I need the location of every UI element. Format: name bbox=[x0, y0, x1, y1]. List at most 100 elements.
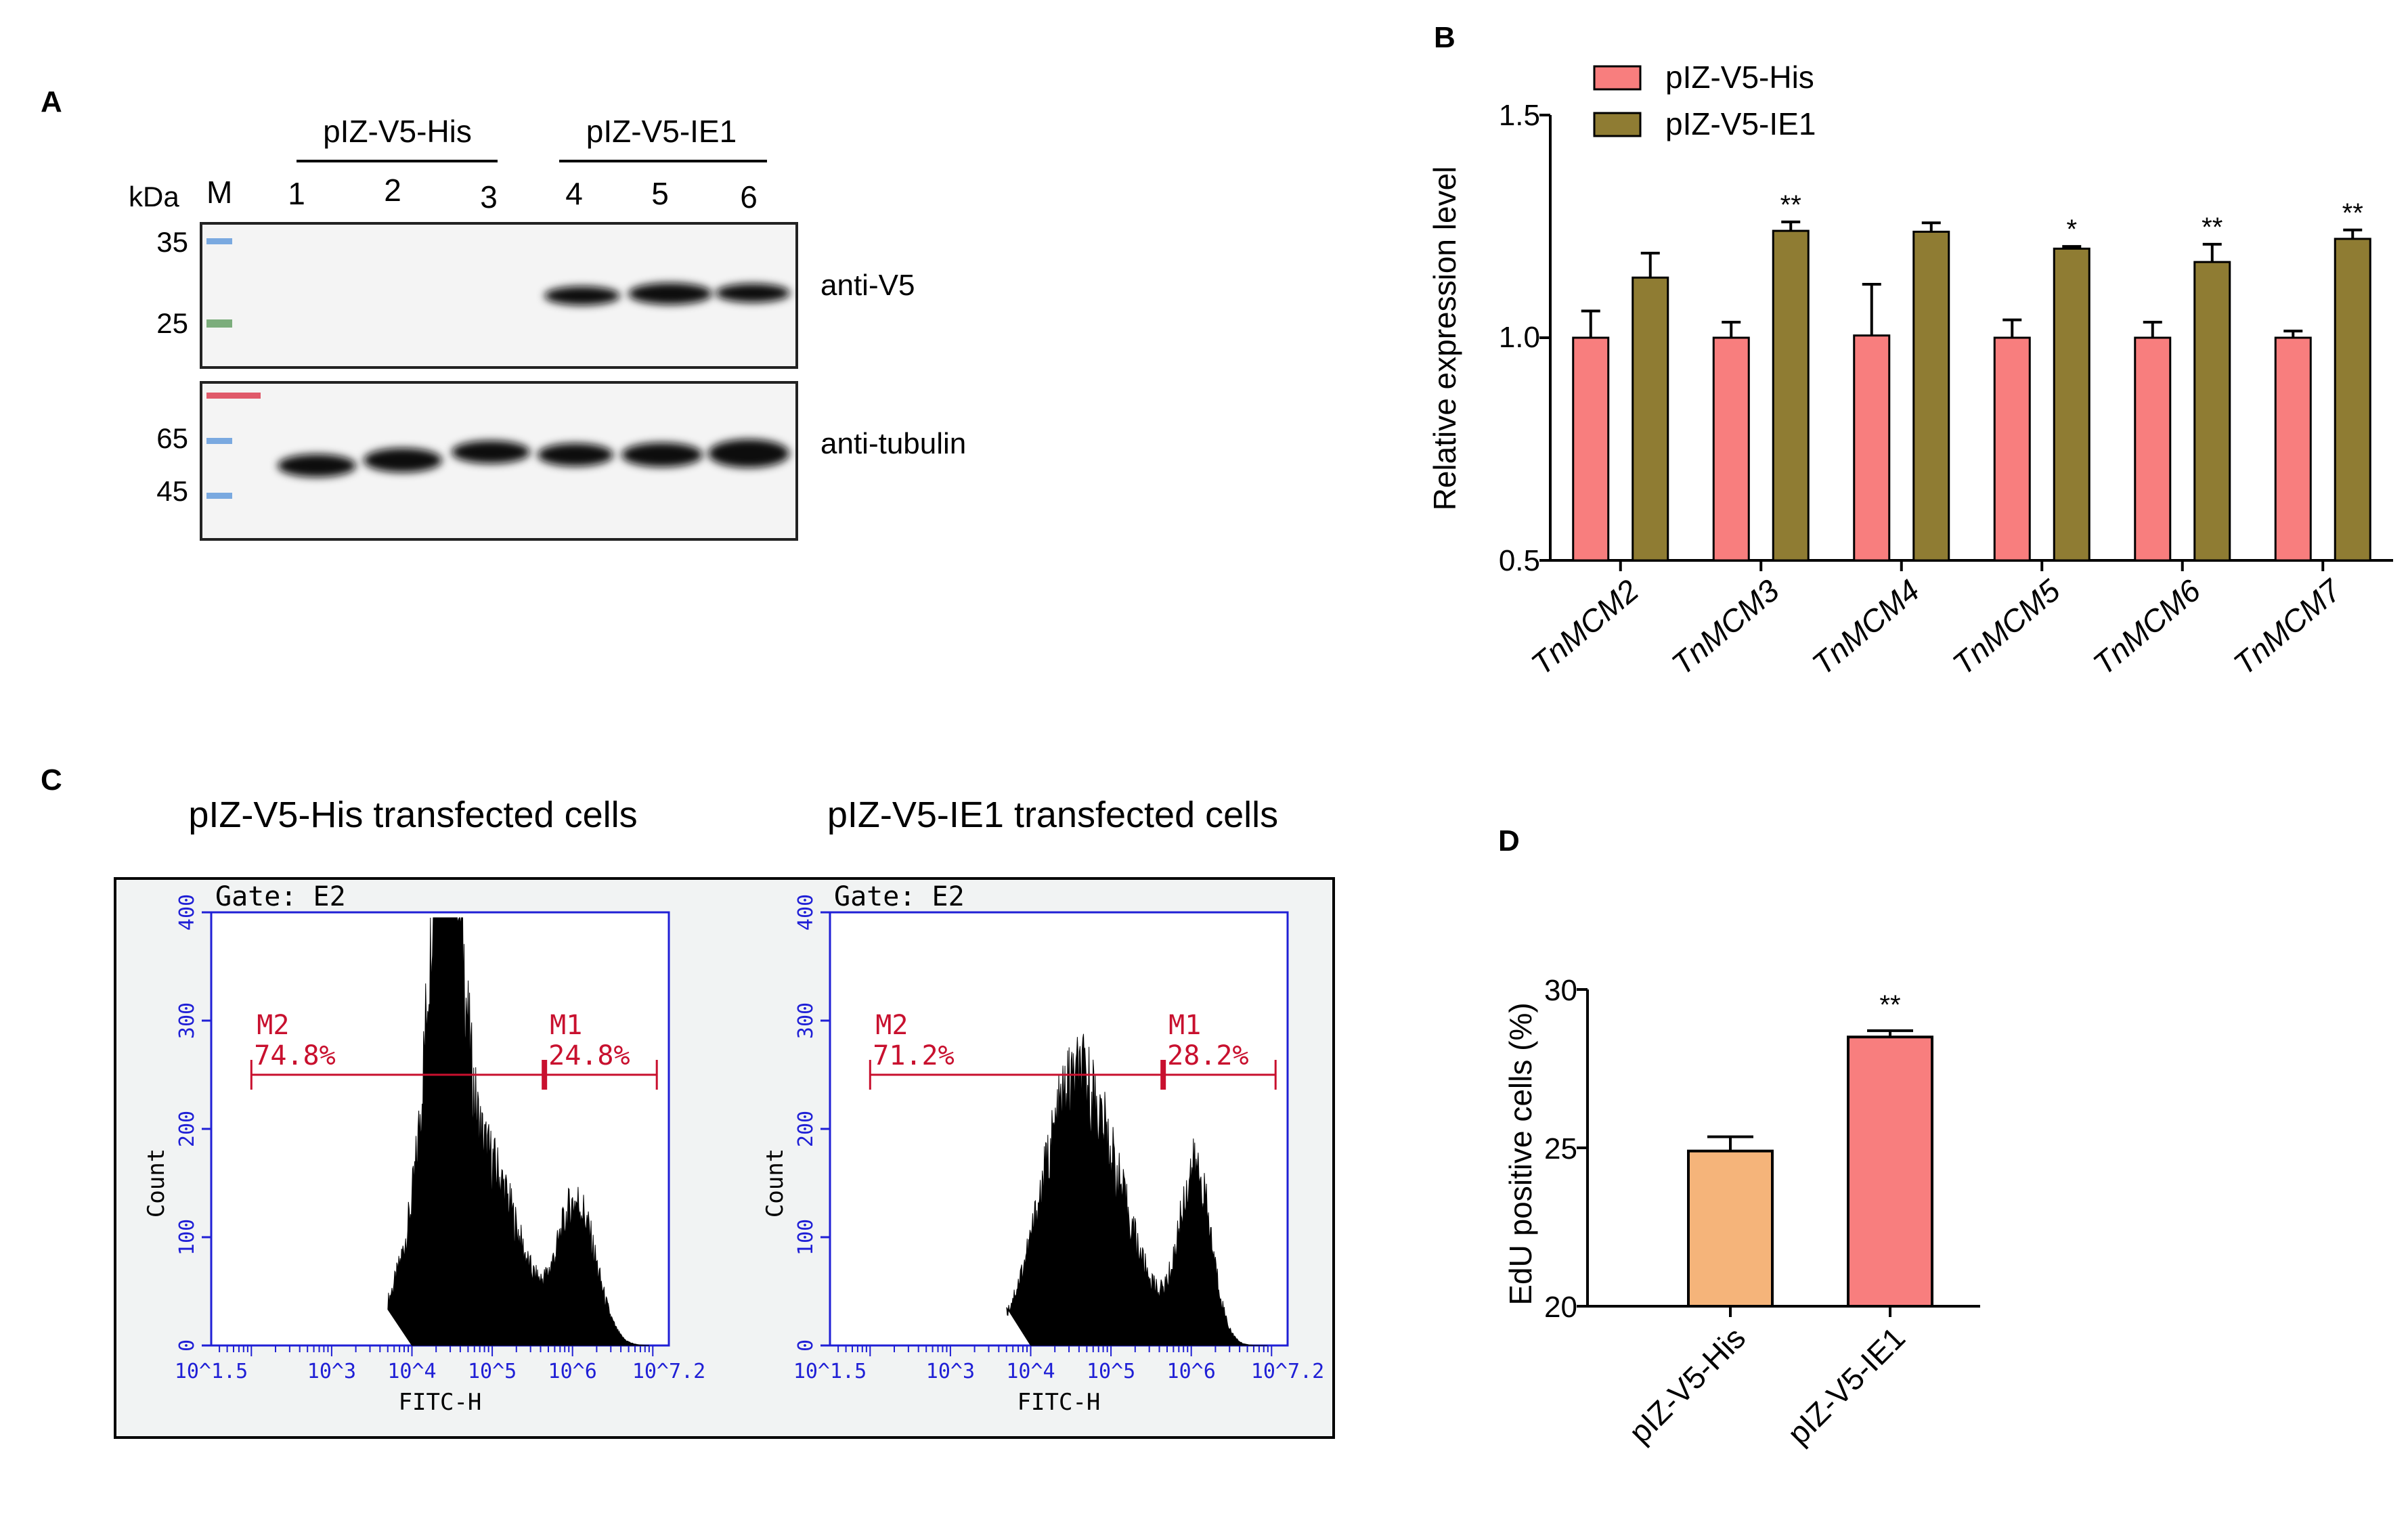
x-tick-label: 10^6 bbox=[1167, 1360, 1216, 1383]
marker-m2-label: M2 bbox=[257, 1010, 289, 1041]
gate-label: Gate: E2 bbox=[834, 881, 965, 912]
bar bbox=[2053, 247, 2090, 562]
panel-d-letter: D bbox=[1498, 824, 1520, 858]
histogram-title: pIZ-V5-IE1 transfected cells bbox=[827, 795, 1278, 835]
marker-band bbox=[206, 393, 261, 399]
significance-label: ** bbox=[2342, 198, 2363, 228]
significance-label: ** bbox=[1879, 990, 1900, 1020]
histogram-distribution bbox=[387, 917, 650, 1346]
marker-m2-label: M2 bbox=[875, 1010, 908, 1041]
panel-d: D EdU positive cells (%) 30 25 20 pIZ-V5… bbox=[1498, 824, 1980, 1451]
y-axis-label: Count bbox=[762, 1149, 789, 1218]
lane-label: 2 bbox=[384, 173, 401, 208]
legend-swatch-his bbox=[1593, 65, 1642, 91]
x-tick-label: 10^7.2 bbox=[1251, 1360, 1324, 1383]
panel-c: C pIZ-V5-His transfected cells pIZ-V5-IE… bbox=[41, 763, 1335, 1439]
y-tick-label: 1.5 bbox=[1499, 99, 1540, 132]
y-tick-label: 200 bbox=[794, 1111, 818, 1147]
legend-label-his: pIZ-V5-His bbox=[1665, 60, 1814, 95]
y-tick-label: 100 bbox=[175, 1219, 199, 1255]
y-tick-label: 0.5 bbox=[1499, 544, 1540, 577]
y-tick-label: 0 bbox=[175, 1339, 199, 1352]
panel-a-letter: A bbox=[41, 85, 62, 118]
y-tick-label: 1.0 bbox=[1499, 321, 1540, 354]
antibody-label-v5: anti-V5 bbox=[820, 269, 915, 302]
lane-label: 4 bbox=[565, 176, 583, 211]
blot-band bbox=[628, 283, 712, 305]
marker-band bbox=[206, 493, 232, 499]
marker-size-label: 45 bbox=[156, 475, 188, 507]
legend-swatch-ie1 bbox=[1593, 112, 1642, 137]
x-tick-label: pIZ-V5-His bbox=[1622, 1320, 1752, 1450]
marker-size-label: 65 bbox=[156, 422, 188, 454]
bar bbox=[1572, 336, 1610, 562]
y-axis-label: Relative expression level bbox=[1427, 166, 1462, 511]
group-label-his: pIZ-V5-His bbox=[323, 114, 472, 149]
marker-band bbox=[206, 438, 232, 444]
histogram-title: pIZ-V5-His transfected cells bbox=[188, 795, 637, 835]
blot-band bbox=[621, 443, 703, 467]
blot-band bbox=[716, 284, 790, 303]
marker-size-label: 35 bbox=[156, 226, 188, 258]
bar bbox=[1847, 1036, 1933, 1308]
marker-m1-label: M1 bbox=[1168, 1010, 1201, 1041]
marker-m2-percent: 74.8% bbox=[254, 1040, 335, 1071]
y-tick-label: 100 bbox=[794, 1219, 818, 1255]
x-tick-label: 10^1.5 bbox=[793, 1360, 867, 1383]
y-tick-label: 0 bbox=[794, 1339, 818, 1352]
blot-band bbox=[452, 441, 530, 464]
x-tick-label: 10^3 bbox=[926, 1360, 975, 1383]
y-tick-label: 200 bbox=[175, 1111, 199, 1147]
x-tick-label: 10^3 bbox=[307, 1360, 356, 1383]
lane-label: 1 bbox=[288, 176, 305, 211]
marker-band bbox=[206, 238, 232, 244]
significance-label: * bbox=[2066, 215, 2077, 244]
y-tick-label: 400 bbox=[175, 894, 199, 931]
blot-band bbox=[278, 454, 356, 477]
bar bbox=[1712, 336, 1750, 562]
bar bbox=[2334, 238, 2371, 562]
significance-label: ** bbox=[2202, 213, 2223, 242]
x-tick-label: 10^4 bbox=[387, 1360, 436, 1383]
bar bbox=[2193, 261, 2231, 562]
gate-label: Gate: E2 bbox=[215, 881, 346, 912]
y-axis-label: Count bbox=[143, 1149, 170, 1218]
marker-m2-percent: 71.2% bbox=[873, 1040, 954, 1071]
marker-lane-label: M bbox=[206, 175, 232, 210]
kda-label: kDa bbox=[129, 181, 179, 213]
panel-c-letter: C bbox=[41, 763, 62, 797]
panel-a: A pIZ-V5-His pIZ-V5-IE1 kDa M 1 2 3 4 5 … bbox=[41, 85, 966, 541]
bar bbox=[2134, 336, 2172, 562]
y-tick-label: 25 bbox=[1544, 1132, 1577, 1165]
antibody-label-tubulin: anti-tubulin bbox=[820, 427, 966, 460]
lane-label: 5 bbox=[651, 176, 669, 211]
x-axis-label: FITC-H bbox=[399, 1389, 482, 1416]
blot-band bbox=[364, 448, 442, 472]
legend-label-ie1: pIZ-V5-IE1 bbox=[1665, 106, 1816, 141]
significance-label: ** bbox=[1780, 190, 1801, 220]
x-tick-label: 10^5 bbox=[1087, 1360, 1135, 1383]
y-axis-label: EdU positive cells (%) bbox=[1503, 1002, 1538, 1305]
bar bbox=[1772, 229, 1810, 562]
marker-m1-label: M1 bbox=[550, 1010, 582, 1041]
y-tick-label: 400 bbox=[794, 894, 818, 931]
histogram-distribution bbox=[1006, 1033, 1268, 1346]
lane-label: 3 bbox=[480, 179, 498, 215]
marker-m1-percent: 28.2% bbox=[1167, 1040, 1248, 1071]
bar bbox=[1912, 230, 1950, 562]
group-label-ie1: pIZ-V5-IE1 bbox=[586, 114, 737, 149]
x-tick-label: 10^1.5 bbox=[175, 1360, 248, 1383]
marker-size-label: 25 bbox=[156, 307, 188, 339]
x-tick-label: 10^4 bbox=[1006, 1360, 1055, 1383]
x-tick-label: TnMCM5 bbox=[1946, 573, 2067, 682]
x-tick-label: pIZ-V5-IE1 bbox=[1780, 1320, 1912, 1451]
bar bbox=[1687, 1149, 1774, 1308]
lane-label: 6 bbox=[740, 179, 758, 215]
marker-band bbox=[206, 319, 232, 328]
bar bbox=[1632, 276, 1669, 562]
y-tick-label: 30 bbox=[1544, 974, 1577, 1007]
x-tick-label: 10^5 bbox=[468, 1360, 517, 1383]
x-tick-label: TnMCM2 bbox=[1525, 573, 1645, 682]
panel-b: B pIZ-V5-His pIZ-V5-IE1 Relative express… bbox=[1427, 21, 2393, 682]
